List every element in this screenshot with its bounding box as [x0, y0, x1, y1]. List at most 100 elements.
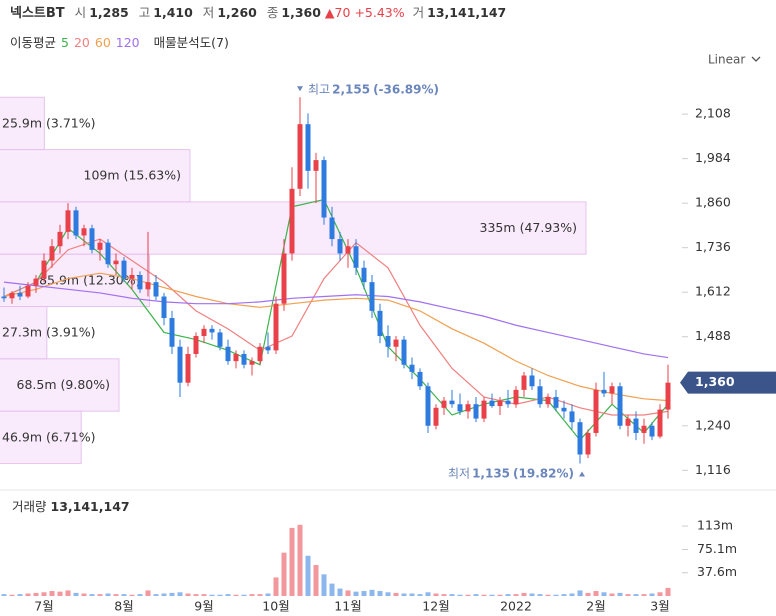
volume-bar	[665, 587, 671, 596]
volume-bar	[409, 593, 415, 596]
volume-bar	[145, 590, 151, 596]
candle-body	[137, 274, 143, 290]
volume-bar	[577, 590, 583, 596]
candle-body	[89, 228, 95, 250]
legend-entry: 20	[74, 35, 90, 50]
candle-body	[161, 296, 167, 319]
candle-body	[433, 407, 439, 426]
volume-bar	[497, 594, 503, 596]
candle-body	[337, 239, 343, 254]
volume-bar	[57, 591, 63, 596]
volume-bar	[241, 594, 247, 596]
header-label: 거	[413, 5, 425, 20]
header-value: 1,410	[153, 5, 193, 20]
volume-bar	[417, 594, 423, 596]
profile-label: 46.9m (6.71%)	[2, 429, 95, 444]
chevron-icon[interactable]	[751, 56, 761, 62]
volume-bar	[281, 552, 287, 596]
profile-label: 109m (15.63%)	[84, 167, 181, 182]
volume-bar	[153, 594, 159, 596]
volume-bar	[481, 594, 487, 596]
volume-bar	[113, 594, 119, 596]
volume-bar	[513, 594, 519, 596]
volume-bar	[617, 592, 623, 596]
candle-body	[497, 400, 503, 407]
x-tick-label: 8월	[114, 599, 133, 614]
volume-bar	[601, 592, 607, 596]
volume-bar	[41, 592, 47, 596]
volume-bar	[321, 574, 327, 596]
header-label: 저	[203, 5, 215, 20]
candle-body	[9, 292, 15, 299]
volume-label: 거래량	[12, 499, 47, 514]
scale-selector[interactable]: Linear	[708, 53, 745, 67]
price-plot	[1, 97, 671, 596]
volume-bar	[633, 594, 639, 596]
profile-percent: (6.71%)	[46, 429, 95, 444]
profile-volume: 109m	[84, 167, 120, 182]
y-tick-label: 1,488	[695, 328, 731, 343]
candle-body	[401, 339, 407, 365]
volume-bar	[545, 594, 551, 596]
volume-bar	[289, 527, 295, 596]
volume-bar	[305, 555, 311, 596]
candle-body	[417, 371, 423, 387]
candle-body	[473, 404, 479, 419]
candle-body	[145, 282, 151, 290]
volume-bar	[169, 592, 175, 596]
candle-body	[569, 411, 575, 423]
volume-bar	[217, 594, 223, 596]
y-tick-label: 1,736	[695, 239, 731, 254]
candle-body	[153, 282, 159, 297]
profile-label: 68.5m (9.80%)	[17, 376, 110, 391]
volume-bar	[585, 592, 591, 596]
volume-bar	[553, 594, 559, 596]
x-tick-label: 2월	[586, 599, 605, 614]
moving-average-line	[3, 272, 669, 402]
volume-bar	[393, 592, 399, 596]
y-tick-label: 1,240	[695, 417, 731, 432]
candle-body	[41, 260, 47, 279]
volume-bar	[89, 594, 95, 596]
header-label: 종	[267, 5, 279, 20]
volume-bar	[201, 594, 207, 596]
volume-bar	[465, 594, 471, 596]
profile-band	[0, 306, 48, 360]
volume-bar	[473, 594, 479, 596]
price-tag-label: 1,360	[695, 374, 735, 389]
volume-bar	[137, 594, 143, 596]
profile-band	[0, 96, 45, 151]
volume-bar	[193, 594, 199, 596]
candle-body	[273, 303, 279, 351]
candle-body	[329, 217, 335, 240]
y-tick-label: 1,612	[695, 284, 731, 299]
volume-bar	[257, 594, 263, 596]
candle-body	[537, 386, 543, 405]
volume-bar	[97, 594, 103, 596]
y-tick-label: 75.1m	[697, 541, 737, 556]
max-annotation: 최고 2,155 (-36.89%)	[308, 82, 439, 96]
profile-label: 25.9m (3.71%)	[2, 115, 95, 130]
candle-body	[25, 285, 31, 297]
x-tick-label: 12월	[422, 599, 449, 614]
candle-body	[361, 267, 367, 283]
header-value: 1,285	[89, 5, 129, 20]
volume-bar	[249, 594, 255, 596]
profile-volume: 85.9m	[39, 272, 79, 287]
candle-body	[353, 246, 359, 268]
candle-body	[649, 425, 655, 437]
profile-percent: (9.80%)	[61, 376, 110, 391]
candle-body	[553, 397, 559, 408]
candle-body	[185, 353, 191, 383]
x-tick-label: 2022	[500, 599, 532, 614]
candle-body	[665, 382, 671, 410]
header-change-pct: +5.43%	[354, 5, 404, 20]
annotation-value: 1,135	[472, 466, 510, 480]
candle-body	[617, 386, 623, 426]
candle-body	[465, 404, 471, 412]
volume-bar	[649, 593, 655, 596]
candle-body	[425, 386, 431, 426]
volume-bar	[593, 591, 599, 596]
volume-bar	[177, 592, 183, 596]
